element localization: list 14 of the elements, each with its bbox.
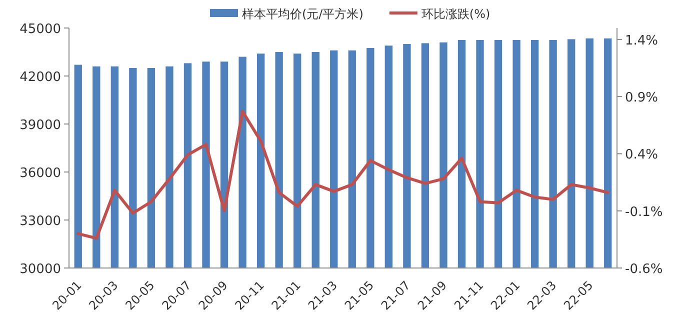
y2-tick-label: -0.6% [625, 262, 663, 277]
line-series [76, 110, 610, 240]
y-tick-label: 36000 [20, 166, 61, 181]
y-tick-label: 45000 [20, 22, 61, 37]
y-tick-label: 30000 [20, 262, 61, 277]
y2-tick-label: 0.4% [625, 148, 658, 163]
y2-tick-label: 0.9% [625, 90, 658, 106]
y2-tick-label: -0.1% [625, 204, 663, 220]
y-tick-label: 39000 [20, 118, 61, 133]
legend-label: 环比涨跌(%) [421, 7, 490, 21]
y2-tick-label: 1.4% [625, 33, 658, 48]
y-tick-label: 42000 [20, 70, 61, 85]
y-tick-label: 33000 [20, 214, 61, 229]
legend-label: 样本平均价(元/平方米) [242, 7, 364, 21]
